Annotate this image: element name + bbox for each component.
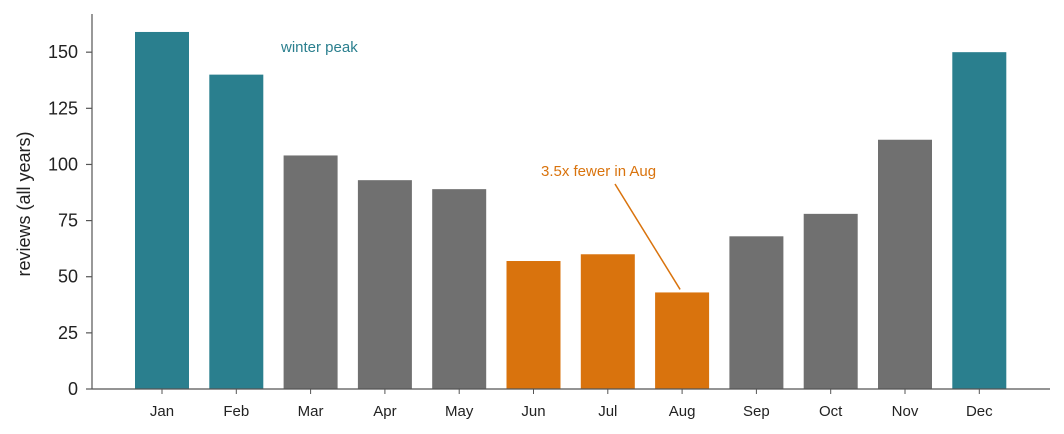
bar-jun [506, 261, 561, 389]
bar-may [432, 189, 487, 389]
x-axis: Jan Feb Mar Apr May Jun Jul Aug Sep Oct Nov Dec [92, 388, 1050, 420]
bar-sep [729, 236, 784, 389]
y-axis: 0 25 50 75 100 125 150 [48, 14, 93, 399]
bar-apr [357, 180, 412, 389]
winter-peak-annotation: winter peak [280, 39, 358, 56]
y-tick-label: 150 [48, 42, 78, 62]
y-tick-label: 25 [58, 323, 78, 343]
y-tick-label: 50 [58, 267, 78, 287]
x-tick-label: May [445, 403, 474, 420]
x-tick-label: Oct [819, 403, 843, 420]
bar-jan [135, 31, 189, 389]
x-tick-label: Jan [150, 403, 174, 420]
bar-mar [283, 155, 338, 389]
y-axis-label: reviews (all years) [14, 131, 34, 276]
x-tick-label: Nov [892, 403, 919, 420]
bar-jul [580, 254, 635, 389]
aug-annotation-arrow [614, 183, 681, 290]
x-tick-label: Feb [223, 403, 249, 420]
x-tick-label: Aug [669, 403, 696, 420]
bars [135, 31, 1007, 390]
y-tick-label: 0 [68, 379, 78, 399]
y-tick-label: 100 [48, 154, 78, 174]
aug-annotation: 3.5x fewer in Aug [541, 163, 656, 180]
x-tick-label: Jun [521, 403, 545, 420]
bar-dec [952, 52, 1007, 390]
y-tick-label: 125 [48, 98, 78, 118]
bar-nov [878, 139, 932, 389]
y-tick-label: 75 [58, 211, 78, 231]
x-tick-label: Apr [373, 403, 396, 420]
bar-aug [655, 292, 710, 389]
bar-feb [209, 74, 264, 389]
x-tick-label: Dec [966, 403, 993, 420]
x-tick-label: Jul [598, 403, 617, 420]
bar-oct [803, 213, 858, 389]
x-tick-label: Sep [743, 403, 770, 420]
x-tick-label: Mar [298, 403, 324, 420]
